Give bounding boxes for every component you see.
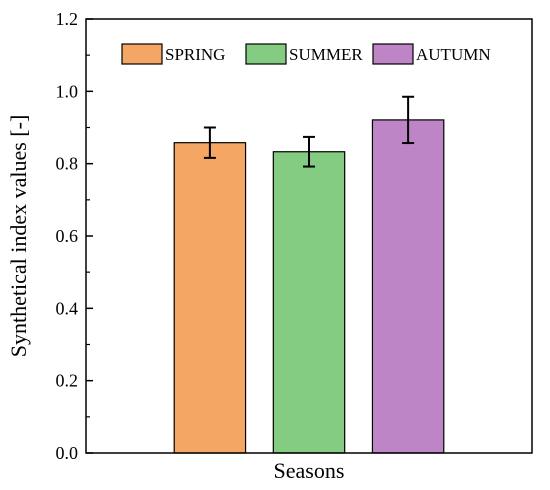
y-axis-title: Synthetical index values [-]	[6, 115, 31, 358]
legend-swatch-autumn	[372, 43, 414, 65]
y-tick-label: 0.8	[56, 154, 79, 174]
y-tick-label: 0.0	[56, 443, 79, 463]
legend-label-autumn: AUTUMN	[416, 45, 491, 64]
legend-swatch-spring	[121, 43, 163, 65]
y-tick-label: 0.6	[56, 226, 79, 246]
legend: SPRING SUMMER AUTUMN	[121, 43, 491, 65]
y-tick-label: 0.4	[56, 298, 79, 318]
bar-summer	[272, 151, 346, 454]
bar-spring	[173, 142, 247, 454]
y-axis: 0.0 0.2 0.4 0.6 0.8 1.0 1.2	[56, 9, 93, 463]
plot-frame	[85, 18, 533, 454]
bars-group	[173, 119, 445, 454]
error-bars-group	[203, 95, 415, 168]
x-axis-title: Seasons	[274, 458, 345, 483]
y-tick-label: 1.0	[56, 81, 79, 101]
y-tick-label: 1.2	[56, 9, 79, 29]
legend-swatch-summer	[245, 43, 287, 65]
bar-autumn	[371, 119, 445, 454]
legend-label-summer: SUMMER	[289, 45, 363, 64]
legend-label-spring: SPRING	[165, 45, 225, 64]
y-tick-label: 0.2	[56, 371, 79, 391]
